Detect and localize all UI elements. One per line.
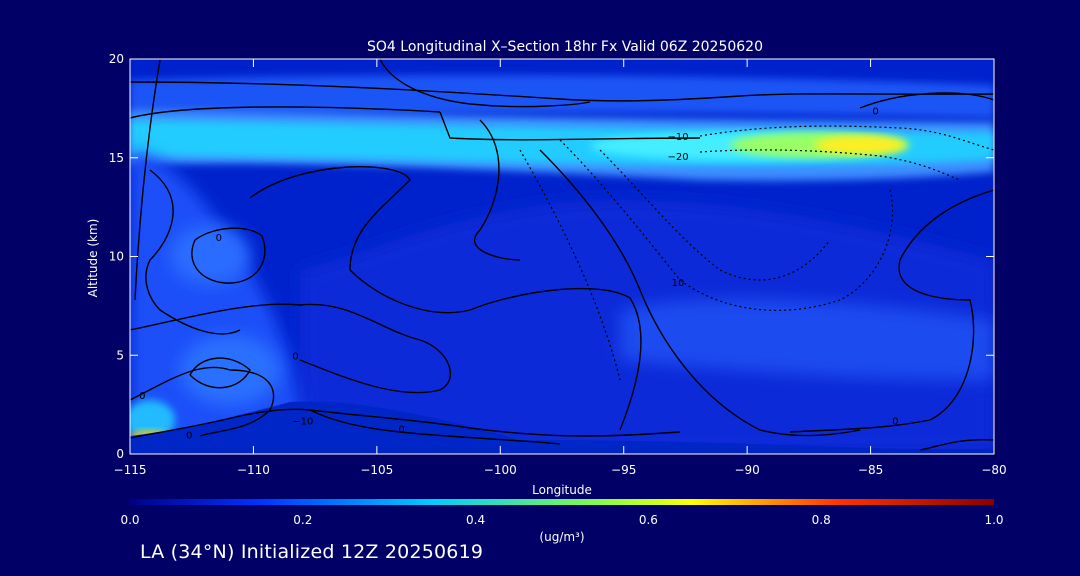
contour-label: 0 (139, 391, 145, 402)
contour-label: 0 (892, 416, 898, 427)
colorbar-tick-label: 0.2 (293, 513, 312, 527)
colorbar-tick-label: 0.8 (812, 513, 831, 527)
x-axis-label: Longitude (532, 483, 592, 497)
contour-lines (130, 59, 994, 451)
colorbar-tick-label: 0.4 (466, 513, 485, 527)
contour-labels: 0 −10 −20 10 0 0 −10 0 0 0 0 (139, 106, 898, 441)
contour-fill (130, 59, 994, 454)
y-tick-label: 0 (116, 447, 124, 461)
colorbar-units: (ug/m³) (539, 530, 584, 544)
colorbar-tick-label: 0.0 (120, 513, 139, 527)
x-tick-label: −115 (114, 463, 147, 477)
x-tick-label: −105 (360, 463, 393, 477)
x-tick-label: −95 (611, 463, 636, 477)
contour-label: 0 (216, 233, 222, 244)
y-tick-label: 15 (109, 151, 124, 165)
colorbar-ticks: 0.0 0.2 0.4 0.6 0.8 1.0 (120, 513, 1003, 527)
dotted-contours (519, 125, 994, 381)
x-axis: −115 −110 −105 −100 −95 −90 −85 −80 (114, 59, 1007, 477)
colorbar (130, 499, 994, 505)
caption: LA (34°N) Initialized 12Z 20250619 (140, 541, 484, 563)
contour-label: 0 (872, 106, 878, 117)
contour-label: −10 (667, 132, 688, 143)
y-tick-label: 20 (109, 52, 124, 66)
x-tick-label: −80 (981, 463, 1006, 477)
y-axis-label: Altitude (km) (86, 219, 100, 298)
y-tick-label: 5 (116, 348, 124, 362)
x-tick-label: −110 (237, 463, 270, 477)
x-tick-label: −90 (734, 463, 759, 477)
colorbar-tick-label: 1.0 (984, 513, 1003, 527)
y-axis: 0 5 10 15 20 (109, 52, 994, 461)
contour-label: −20 (667, 152, 688, 163)
chart-title: SO4 Longitudinal X–Section 18hr Fx Valid… (367, 39, 763, 55)
contour-label: 0 (398, 424, 404, 435)
x-tick-label: −85 (858, 463, 883, 477)
y-tick-label: 10 (109, 250, 124, 264)
contour-label: 10 (672, 278, 685, 289)
contour-label: −10 (292, 416, 313, 427)
contour-label: 0 (292, 351, 298, 362)
x-tick-label: −100 (484, 463, 517, 477)
colorbar-tick-label: 0.6 (639, 513, 658, 527)
contour-label: 0 (186, 430, 192, 441)
